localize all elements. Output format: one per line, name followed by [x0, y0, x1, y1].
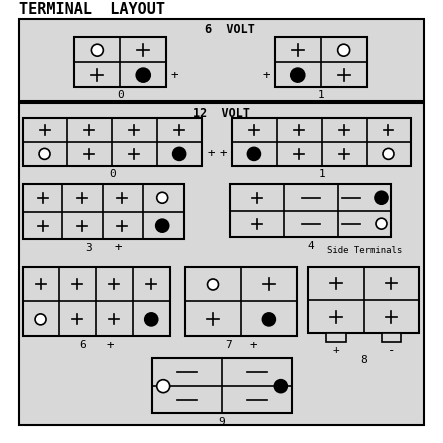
Text: +: +	[262, 69, 270, 82]
Text: +: +	[171, 69, 178, 82]
Circle shape	[274, 380, 288, 392]
Bar	[23, 267, 170, 336]
Circle shape	[207, 279, 218, 290]
Text: +: +	[249, 339, 256, 352]
Circle shape	[145, 313, 158, 326]
Text: -: -	[388, 344, 395, 357]
Text: 6: 6	[79, 340, 86, 350]
Bar	[230, 184, 392, 237]
Text: 3: 3	[85, 243, 92, 253]
Text: +: +	[107, 339, 114, 352]
Text: 8: 8	[360, 355, 367, 365]
Circle shape	[35, 314, 46, 325]
Bar	[23, 184, 184, 239]
Circle shape	[291, 68, 305, 82]
Circle shape	[91, 44, 103, 56]
Bar	[185, 267, 297, 336]
Circle shape	[155, 219, 169, 232]
Circle shape	[136, 68, 150, 82]
Text: 4: 4	[307, 241, 314, 251]
Text: +: +	[219, 148, 227, 160]
Circle shape	[338, 44, 350, 56]
Bar	[19, 103, 424, 425]
Bar	[152, 358, 292, 413]
Text: 0: 0	[109, 169, 116, 179]
Bar	[232, 118, 412, 166]
Text: 0: 0	[117, 90, 124, 100]
Circle shape	[157, 192, 167, 203]
Circle shape	[157, 380, 170, 392]
Bar	[19, 19, 424, 101]
Bar	[275, 37, 366, 87]
Circle shape	[262, 313, 276, 326]
Text: 1: 1	[319, 169, 325, 179]
Text: TERMINAL  LAYOUT: TERMINAL LAYOUT	[19, 2, 165, 17]
Bar	[74, 37, 166, 87]
Circle shape	[383, 148, 394, 159]
Text: +: +	[207, 148, 215, 160]
Circle shape	[376, 218, 387, 229]
Text: 9: 9	[219, 417, 225, 427]
Bar	[326, 333, 346, 342]
Circle shape	[375, 191, 388, 204]
Text: +: +	[332, 345, 339, 355]
Text: 6  VOLT: 6 VOLT	[205, 23, 255, 36]
Circle shape	[248, 148, 260, 160]
Text: 7: 7	[225, 340, 232, 350]
Circle shape	[39, 148, 50, 159]
Bar	[23, 118, 202, 166]
Bar	[308, 267, 420, 333]
Bar	[381, 333, 401, 342]
Circle shape	[173, 148, 186, 160]
Text: 1: 1	[317, 90, 324, 100]
Text: +: +	[115, 241, 122, 254]
Text: Side Terminals: Side Terminals	[327, 246, 402, 255]
Text: 12  VOLT: 12 VOLT	[193, 106, 249, 120]
